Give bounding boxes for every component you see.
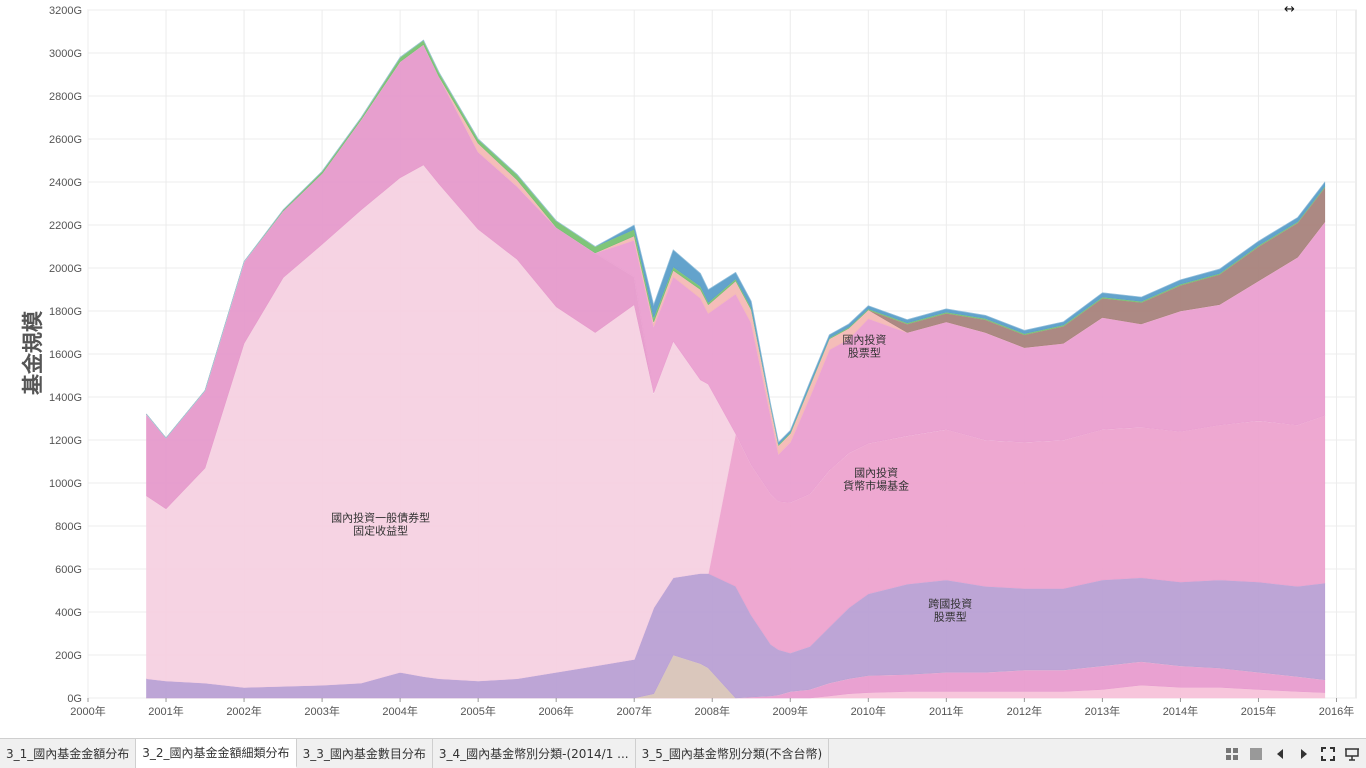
x-tick-label: 2009年 — [773, 704, 808, 718]
axes: 0G 200G 400G 600G 800G 1000G 1200G 1400G 1600G 18… — [49, 5, 1354, 718]
x-tick-label: 2000年 — [70, 704, 105, 718]
x-tick-label: 2005年 — [460, 704, 495, 718]
area-annotation-1-line2: 股票型 — [848, 345, 881, 359]
x-tick-label: 2008年 — [695, 704, 730, 718]
y-tick-label: 3000G — [49, 48, 82, 60]
x-tick-label: 2016年 — [1319, 704, 1354, 718]
area-series-edge — [146, 39, 1326, 443]
y-tick-label: 2200G — [49, 220, 82, 232]
y-tick-label: 3200G — [49, 5, 82, 17]
y-tick-label: 2800G — [49, 91, 82, 103]
y-tick-label: 1200G — [49, 435, 82, 447]
x-tick-label: 2003年 — [304, 704, 339, 718]
y-tick-label: 1600G — [49, 349, 82, 361]
y-tick-label: 0G — [67, 693, 82, 705]
tab-3-2[interactable]: 3_2_國內基金金額細類分布 — [136, 739, 297, 768]
y-tick-label: 800G — [55, 521, 82, 533]
area-series-11[interactable] — [146, 39, 1326, 445]
single-view-icon[interactable] — [1248, 746, 1264, 762]
x-tick-label: 2011年 — [929, 704, 964, 718]
y-tick-label: 1400G — [49, 392, 82, 404]
grid-view-icon[interactable] — [1224, 746, 1240, 762]
x-tick-label: 2002年 — [226, 704, 261, 718]
area-annotation-0-line2: 固定收益型 — [353, 524, 408, 538]
y-tick-label: 1800G — [49, 306, 82, 318]
x-tick-label: 2001年 — [148, 704, 183, 718]
x-tick-label: 2015年 — [1241, 704, 1276, 718]
series-areas — [146, 39, 1326, 699]
x-tick-label: 2012年 — [1007, 704, 1042, 718]
area-annotation-3-line2: 股票型 — [934, 610, 967, 624]
y-tick-label: 2400G — [49, 177, 82, 189]
area-annotation-2: 國內投資 — [854, 466, 898, 480]
tab-3-3[interactable]: 3_3_國內基金數目分布 — [297, 739, 433, 768]
fullscreen-icon[interactable] — [1320, 746, 1336, 762]
y-tick-label: 1000G — [49, 478, 82, 490]
tab-3-4[interactable]: 3_4_國內基金幣別分類-(2014/1 ... — [433, 739, 636, 768]
x-tick-label: 2013年 — [1085, 704, 1120, 718]
sheet-tab-bar: 3_1_國內基金金額分布 3_2_國內基金金額細類分布 3_3_國內基金數目分布… — [0, 738, 1366, 768]
y-tick-label: 600G — [55, 564, 82, 576]
sheet-controls — [1224, 739, 1360, 768]
y-tick-label: 400G — [55, 607, 82, 619]
x-tick-label: 2006年 — [538, 704, 573, 718]
y-tick-label: 2600G — [49, 134, 82, 146]
x-tick-label: 2004年 — [382, 704, 417, 718]
area-annotation-0: 國內投資一般債券型 — [331, 511, 430, 525]
tab-3-5[interactable]: 3_5_國內基金幣別分類(不含台幣) — [636, 739, 830, 768]
x-tick-label: 2010年 — [851, 704, 886, 718]
x-tick-label: 2014年 — [1163, 704, 1198, 718]
tab-3-1[interactable]: 3_1_國內基金金額分布 — [0, 739, 137, 768]
presentation-icon[interactable] — [1344, 746, 1360, 762]
chart-area: 0G 200G 400G 600G 800G 1000G 1200G 1400G 1600G 18… — [21, 2, 1357, 718]
prev-sheet-icon[interactable] — [1272, 746, 1288, 762]
stacked-area-chart: 0G 200G 400G 600G 800G 1000G 1200G 1400G 1600G 18… — [21, 5, 1357, 718]
y-axis-title: 基金規模 — [21, 310, 45, 395]
area-annotation-2-line2: 貨幣市場基金 — [843, 479, 909, 493]
next-sheet-icon[interactable] — [1296, 746, 1312, 762]
x-tick-label: 2007年 — [616, 704, 651, 718]
resize-cursor-icon: ↔ — [1284, 2, 1295, 17]
area-annotation-3: 跨國投資 — [928, 597, 972, 611]
y-tick-label: 2000G — [49, 263, 82, 275]
y-tick-label: 200G — [55, 650, 82, 662]
area-annotation-1: 國內投資 — [842, 332, 886, 346]
